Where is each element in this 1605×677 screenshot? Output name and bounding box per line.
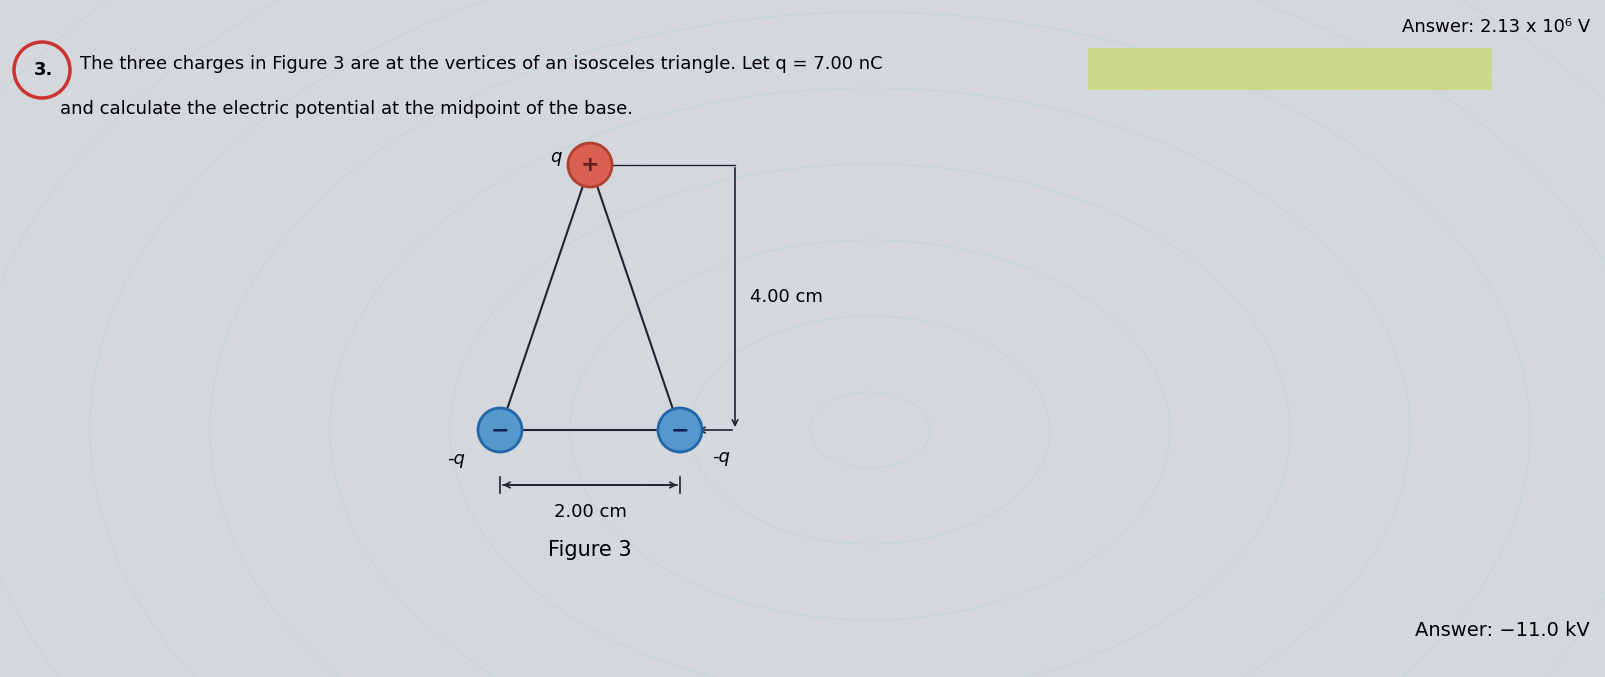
Text: -q: -q [711,448,729,466]
Text: and calculate the electric potential at the midpoint of the base.: and calculate the electric potential at … [59,100,632,118]
Circle shape [568,143,612,187]
Text: 3.: 3. [34,61,53,79]
Text: 2.00 cm: 2.00 cm [554,503,626,521]
Text: Answer: 2.13 x 10⁶ V: Answer: 2.13 x 10⁶ V [1401,18,1589,36]
Text: 4.00 cm: 4.00 cm [750,288,822,307]
Text: −: − [671,420,689,440]
Text: Figure 3: Figure 3 [547,540,631,560]
Text: q: q [551,148,562,166]
Circle shape [658,408,701,452]
Text: −: − [491,420,509,440]
Circle shape [478,408,522,452]
Text: The three charges in Figure 3 are at the vertices of an isosceles triangle. Let : The three charges in Figure 3 are at the… [80,55,883,73]
Text: -q: -q [446,450,465,468]
Text: Answer: −11.0 kV: Answer: −11.0 kV [1414,621,1589,640]
FancyBboxPatch shape [1087,48,1491,90]
Text: +: + [581,155,599,175]
